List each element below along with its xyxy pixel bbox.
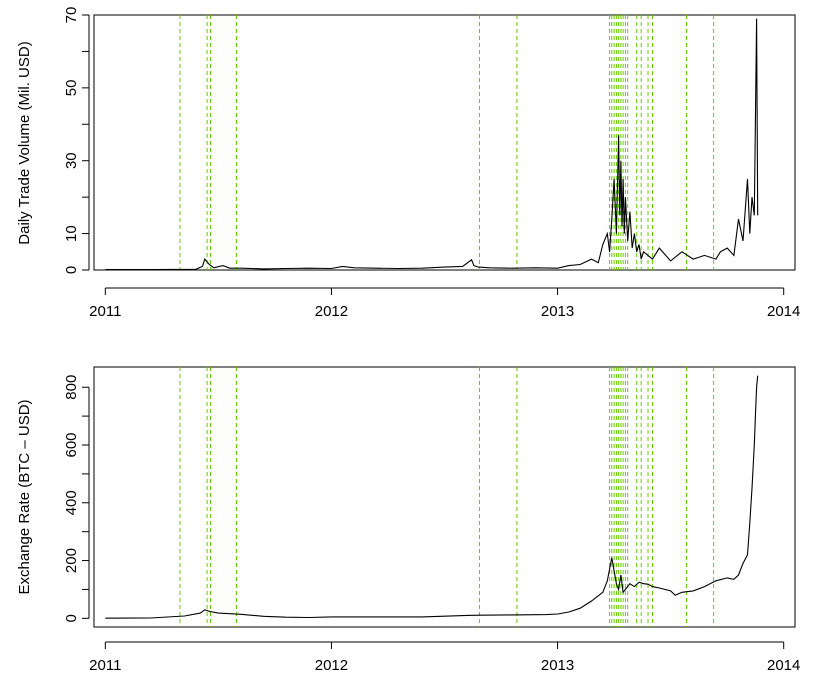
exchange-rate-event-lines	[179, 367, 715, 627]
volume-plot-frame	[93, 14, 796, 271]
volume-y-tick-label: 30	[63, 152, 80, 169]
volume-y-axis-title: Daily Trade Volume (Mil. USD)	[16, 41, 33, 244]
exchange-rate-plot-frame	[93, 366, 796, 628]
volume-x-tick-label: 2013	[541, 303, 574, 320]
volume-x-axis: 2011 2012 2013 2014	[89, 287, 800, 320]
exchange-rate-y-tick-label: 0	[63, 614, 80, 622]
volume-y-tick-label: 0	[63, 266, 80, 274]
exchange-rate-x-tick-label: 2011	[89, 657, 121, 674]
exchange-rate-series-line	[105, 375, 759, 619]
volume-x-tick-label: 2011	[89, 303, 121, 320]
volume-series-line	[105, 18, 759, 271]
exchange-rate-y-axis-title: Exchange Rate (BTC – USD)	[16, 399, 33, 594]
exchange-rate-y-axis: 0 200 400 600 800	[63, 375, 90, 622]
exchange-rate-x-tick-label: 2014	[767, 657, 800, 674]
exchange-rate-x-axis: 2011 2012 2013 2014	[89, 641, 800, 674]
volume-panel: 2011 2012 2013 2014 0 10 30 50 70 Daily Trade V…	[16, 7, 800, 320]
exchange-rate-y-tick-label: 400	[63, 490, 80, 515]
exchange-rate-y-tick-label: 600	[63, 432, 80, 457]
volume-y-tick-label: 70	[63, 7, 80, 24]
exchange-rate-panel: 2011 2012 2013 2014 0 200 400 600 800 Exchange …	[16, 366, 800, 674]
volume-x-tick-label: 2012	[315, 303, 348, 320]
volume-y-tick-label: 10	[63, 225, 80, 242]
volume-x-tick-label: 2014	[767, 303, 800, 320]
exchange-rate-y-tick-label: 200	[63, 548, 80, 573]
exchange-rate-x-tick-label: 2013	[541, 657, 574, 674]
volume-y-axis: 0 10 30 50 70	[63, 7, 90, 274]
exchange-rate-y-tick-label: 800	[63, 375, 80, 400]
volume-y-tick-label: 50	[63, 80, 80, 97]
volume-event-lines	[179, 15, 715, 270]
exchange-rate-x-tick-label: 2012	[315, 657, 348, 674]
